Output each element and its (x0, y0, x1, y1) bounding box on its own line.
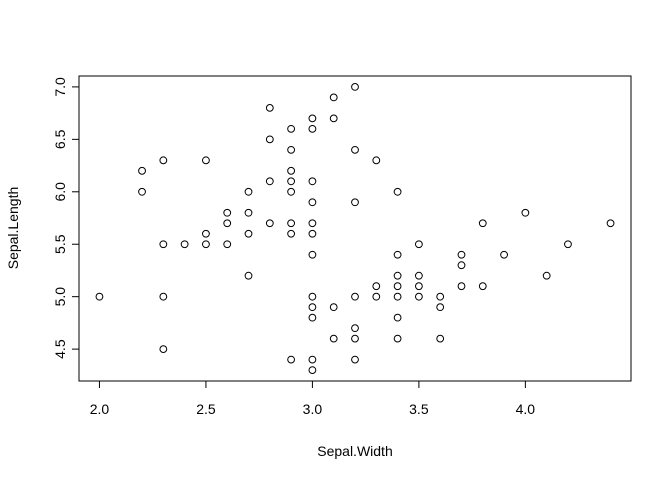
data-point (329, 114, 338, 123)
y-tick-label: 4.5 (52, 339, 68, 359)
data-point (436, 292, 445, 301)
data-point (287, 177, 296, 186)
data-point (308, 229, 317, 238)
y-tick-label: 7.0 (52, 77, 68, 97)
data-point (265, 103, 274, 112)
data-point (308, 250, 317, 259)
data-point (287, 166, 296, 175)
data-point (287, 145, 296, 154)
data-point (436, 334, 445, 343)
data-point (265, 219, 274, 228)
data-point (308, 114, 317, 123)
data-point (393, 250, 402, 259)
data-point (95, 292, 104, 301)
data-point (244, 187, 253, 196)
data-point (202, 156, 210, 165)
data-point (287, 187, 296, 196)
x-tick-label: 2.5 (196, 401, 216, 417)
y-tick-label: 6.5 (52, 129, 68, 149)
y-axis-label: Sepal.Length (5, 187, 21, 270)
data-point (351, 198, 359, 207)
data-point (606, 219, 615, 228)
data-point (329, 303, 338, 312)
data-point (500, 250, 508, 259)
data-point (223, 240, 232, 249)
y-axis: 4.5 5.0 5.5 6.0 6.5 7.0 (52, 77, 80, 359)
data-points (95, 83, 615, 374)
data-point (202, 229, 210, 238)
data-point (308, 198, 317, 207)
data-point (159, 345, 168, 354)
data-point (478, 282, 487, 291)
x-axis-label: Sepal.Width (317, 443, 392, 459)
data-point (223, 208, 232, 217)
data-point (180, 240, 189, 249)
data-point (308, 366, 317, 374)
data-point (159, 240, 168, 249)
data-point (308, 177, 317, 186)
data-point (287, 219, 296, 228)
data-point (138, 187, 146, 196)
data-point (436, 303, 445, 312)
data-point (372, 282, 381, 291)
x-axis: 2.0 2.5 3.0 3.5 4.0 (90, 380, 536, 417)
data-point (457, 282, 466, 291)
data-point (564, 240, 572, 249)
x-tick-label: 2.0 (90, 401, 110, 417)
x-tick-label: 3.0 (303, 401, 323, 417)
data-point (308, 124, 317, 133)
data-point (393, 292, 402, 301)
data-point (414, 282, 423, 291)
data-point (542, 271, 551, 280)
data-point (244, 271, 253, 280)
data-point (308, 313, 317, 322)
data-point (308, 292, 317, 301)
data-point (159, 156, 168, 165)
data-point (393, 187, 402, 196)
data-point (393, 282, 402, 291)
data-point (478, 219, 487, 228)
data-point (329, 93, 338, 102)
data-point (159, 292, 168, 301)
data-point (351, 324, 359, 333)
data-point (414, 240, 423, 249)
data-point (414, 292, 423, 301)
data-point (287, 355, 296, 364)
data-point (223, 219, 232, 228)
data-point (287, 229, 296, 238)
data-point (521, 208, 530, 217)
data-point (308, 355, 317, 364)
data-point (308, 303, 317, 312)
x-tick-label: 4.0 (516, 401, 536, 417)
data-point (372, 156, 381, 165)
data-point (202, 240, 210, 249)
y-tick-label: 5.5 (52, 234, 68, 254)
y-tick-label: 5.0 (52, 287, 68, 307)
data-point (393, 313, 402, 322)
data-point (244, 229, 253, 238)
data-point (372, 292, 381, 301)
data-point (351, 292, 359, 301)
y-tick-label: 6.0 (52, 182, 68, 202)
data-point (351, 334, 359, 343)
data-point (351, 355, 359, 364)
data-point (457, 250, 466, 259)
data-point (393, 271, 402, 280)
data-point (351, 83, 359, 91)
data-point (329, 334, 338, 343)
data-point (287, 124, 296, 133)
data-point (414, 271, 423, 280)
data-point (393, 334, 402, 343)
data-point (244, 208, 253, 217)
data-point (308, 219, 317, 228)
data-point (265, 177, 274, 186)
data-point (457, 261, 466, 270)
data-point (265, 135, 274, 144)
data-point (138, 166, 146, 175)
data-point (351, 145, 359, 154)
x-tick-label: 3.5 (409, 401, 429, 417)
